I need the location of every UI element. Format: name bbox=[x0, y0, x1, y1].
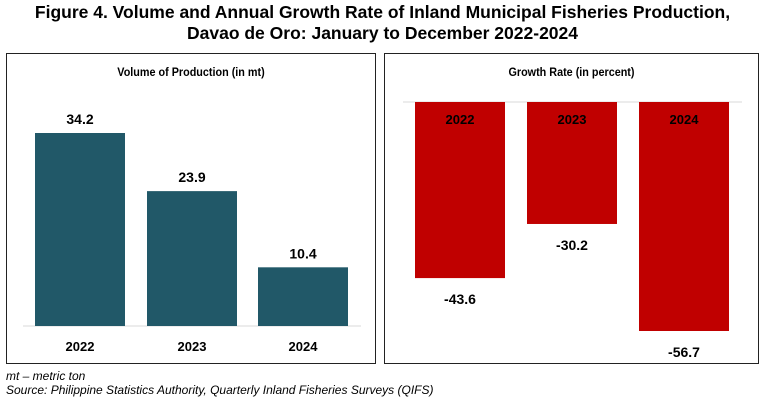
volume-chart-panel: Volume of Production (in mt) 34.2 2022 23.… bbox=[6, 53, 376, 364]
volume-category-label-2023: 2023 bbox=[178, 339, 207, 354]
volume-bar-2022 bbox=[35, 133, 125, 326]
volume-category-label-2024: 2024 bbox=[289, 339, 319, 354]
growth-value-label-2023: -30.2 bbox=[556, 237, 588, 253]
growth-chart: 2022 -43.6 2023 -30.2 2024 -56.7 bbox=[403, 101, 742, 360]
unit-footnote: mt – metric ton bbox=[6, 369, 86, 383]
volume-value-label-2023: 23.9 bbox=[178, 169, 205, 185]
growth-bar-2022 bbox=[415, 102, 505, 279]
growth-chart-panel: Growth Rate (in percent) 2022 -43.6 2023 -3… bbox=[384, 53, 759, 364]
figure-title-line-1: Figure 4. Volume and Annual Growth Rate … bbox=[34, 2, 731, 22]
growth-value-label-2022: -43.6 bbox=[444, 291, 476, 307]
volume-value-label-2024: 10.4 bbox=[289, 245, 316, 261]
volume-bar-2023 bbox=[147, 191, 237, 326]
growth-category-label-2023: 2023 bbox=[558, 112, 587, 127]
volume-bar-2024 bbox=[258, 267, 348, 326]
growth-chart-title: Growth Rate (in percent) bbox=[508, 65, 635, 79]
growth-bar-2023 bbox=[527, 102, 617, 224]
volume-chart-title: Volume of Production (in mt) bbox=[117, 65, 265, 79]
growth-bar-2024 bbox=[639, 102, 729, 331]
growth-value-label-2024: -56.7 bbox=[668, 344, 700, 360]
figure-title-line-2: Davao de Oro: January to December 2022-2… bbox=[186, 23, 578, 43]
source-footnote: Source: Philippine Statistics Authority,… bbox=[6, 383, 434, 397]
volume-chart: 34.2 2022 23.9 2023 10.4 2024 bbox=[23, 111, 361, 354]
figure-title: Figure 4. Volume and Annual Growth Rate … bbox=[0, 2, 765, 44]
volume-value-label-2022: 34.2 bbox=[66, 111, 93, 127]
volume-category-label-2022: 2022 bbox=[66, 339, 95, 354]
growth-category-label-2024: 2024 bbox=[670, 112, 700, 127]
growth-category-label-2022: 2022 bbox=[446, 112, 475, 127]
